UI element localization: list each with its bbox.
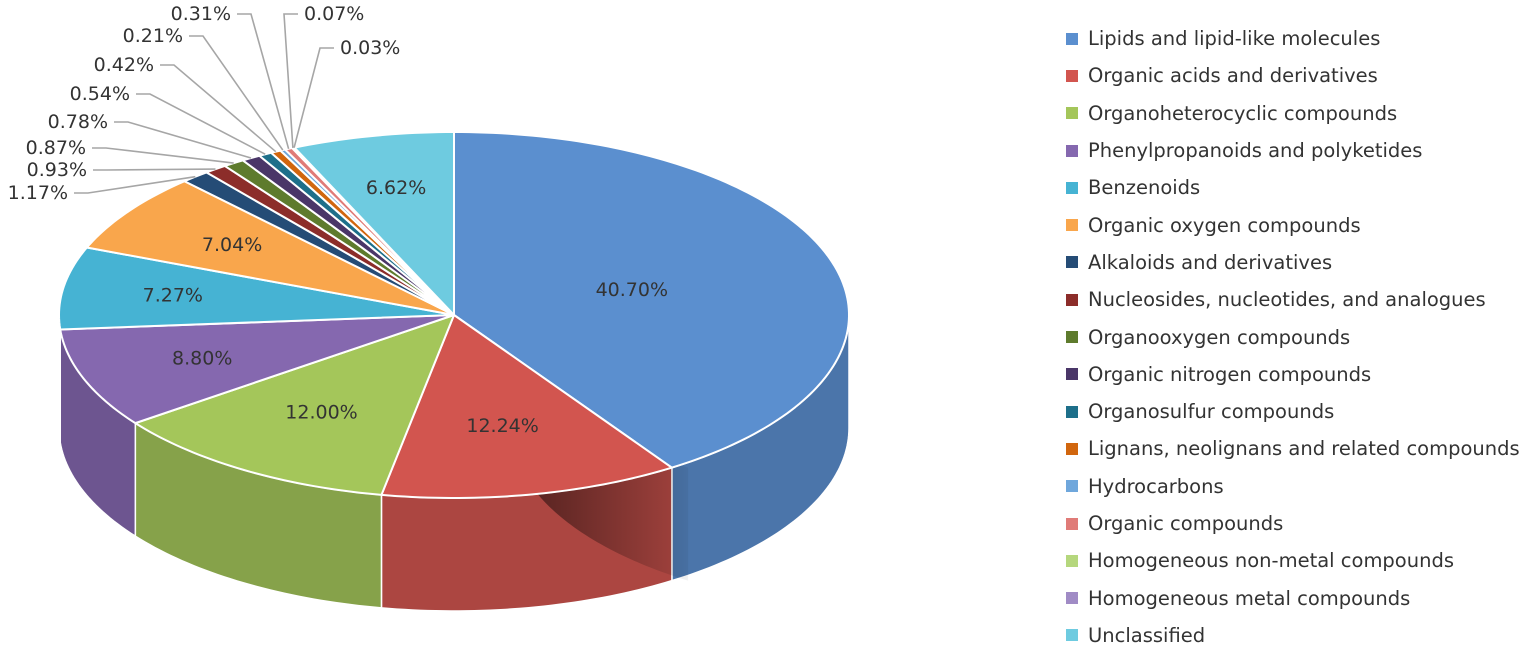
legend-swatch	[1066, 144, 1078, 157]
legend-label: Organic acids and derivatives	[1088, 64, 1378, 88]
legend-item: Hydrocarbons	[1066, 468, 1536, 505]
legend-swatch	[1066, 517, 1078, 530]
leader-line-6	[74, 175, 196, 194]
leader-line-14	[283, 13, 298, 148]
data-label-14: 0.07%	[304, 3, 364, 25]
data-label-10: 0.54%	[70, 83, 130, 105]
leader-line-15	[293, 47, 334, 148]
legend-item: Homogeneous non-metal compounds	[1066, 542, 1536, 579]
data-label-13: 0.31%	[171, 3, 231, 25]
data-label-6: 1.17%	[8, 182, 68, 204]
legend-swatch	[1066, 554, 1078, 567]
legend-item: Organoheterocyclic compounds	[1066, 95, 1536, 132]
data-label-2: 12.00%	[285, 402, 357, 424]
legend-item: Benzenoids	[1066, 169, 1536, 206]
leader-line-13	[237, 13, 290, 150]
legend-swatch	[1066, 293, 1078, 306]
pie-side-4	[58, 314, 61, 443]
legend-swatch	[1066, 69, 1078, 82]
legend-label: Nucleosides, nucleotides, and analogues	[1088, 288, 1486, 312]
legend-label: Phenylpropanoids and polyketides	[1088, 139, 1423, 163]
legend-swatch	[1066, 331, 1078, 344]
legend-item: Lignans, neolignans and related compound…	[1066, 430, 1536, 467]
legend-item: Phenylpropanoids and polyketides	[1066, 132, 1536, 169]
legend-label: Homogeneous metal compounds	[1088, 586, 1411, 610]
leader-line-8	[92, 147, 234, 164]
pie-slice-16	[293, 131, 455, 316]
legend: Lipids and lipid-like molecules Organic a…	[1066, 20, 1536, 654]
data-label-9: 0.78%	[48, 111, 108, 133]
legend-swatch	[1066, 219, 1078, 232]
legend-swatch	[1066, 181, 1078, 194]
pie-chart-plot: 40.70%12.24%12.00%8.80%7.27%7.04%1.17%0.…	[8, 3, 850, 612]
data-label-4: 7.27%	[143, 284, 203, 306]
legend-swatch	[1066, 629, 1078, 642]
legend-label: Benzenoids	[1088, 176, 1201, 200]
legend-label: Lignans, neolignans and related compound…	[1088, 437, 1520, 461]
legend-swatch	[1066, 368, 1078, 381]
legend-label: Organic compounds	[1088, 512, 1284, 535]
pie-slice-3	[59, 314, 455, 425]
legend-label: Organooxygen compounds	[1088, 325, 1351, 349]
legend-item: Organic nitrogen compounds	[1066, 356, 1536, 393]
legend-item: Unclassified	[1066, 617, 1536, 654]
data-label-7: 0.93%	[27, 159, 87, 181]
data-label-0: 40.70%	[596, 279, 668, 301]
data-label-8: 0.87%	[26, 137, 86, 159]
leader-line-9	[114, 121, 252, 159]
legend-label: Hydrocarbons	[1088, 474, 1224, 498]
legend-label: Alkaloids and derivatives	[1088, 250, 1333, 274]
leader-line-10	[136, 93, 266, 155]
legend-swatch	[1066, 480, 1078, 493]
legend-item: Organosulfur compounds	[1066, 393, 1536, 430]
legend-label: Organosulfur compounds	[1088, 400, 1335, 424]
legend-label: Unclassified	[1088, 623, 1206, 647]
leader-line-11	[160, 64, 277, 153]
legend-item: Alkaloids and derivatives	[1066, 244, 1536, 281]
pie-slice-2	[134, 314, 455, 496]
legend-item: Organooxygen compounds	[1066, 318, 1536, 355]
legend-item: Organic acids and derivatives	[1066, 57, 1536, 94]
data-label-3: 8.80%	[172, 347, 232, 369]
legend-item: Lipids and lipid-like molecules	[1066, 20, 1536, 57]
pie-slice-5	[85, 180, 455, 316]
leader-line-7	[93, 168, 216, 171]
legend-swatch	[1066, 592, 1078, 605]
legend-label: Organoheterocyclic compounds	[1088, 101, 1398, 125]
legend-swatch	[1066, 107, 1078, 120]
legend-swatch	[1066, 442, 1078, 455]
data-label-15: 0.03%	[340, 37, 400, 59]
data-label-5: 7.04%	[202, 234, 262, 256]
data-label-12: 0.21%	[123, 25, 183, 47]
legend-swatch	[1066, 32, 1078, 45]
pie-slice-4	[58, 246, 455, 331]
data-label-16: 6.62%	[366, 177, 426, 199]
legend-label: Organic nitrogen compounds	[1088, 362, 1372, 386]
legend-label: Lipids and lipid-like molecules	[1088, 27, 1381, 51]
legend-swatch	[1066, 405, 1078, 418]
data-label-11: 0.42%	[94, 54, 154, 76]
legend-item: Organic compounds	[1066, 505, 1536, 542]
legend-item: Homogeneous metal compounds	[1066, 579, 1536, 616]
legend-item: Nucleosides, nucleotides, and analogues	[1066, 281, 1536, 318]
leader-line-12	[189, 35, 284, 151]
legend-label: Organic oxygen compounds	[1088, 213, 1361, 237]
legend-item: Organic oxygen compounds	[1066, 206, 1536, 243]
pie-slice-1	[380, 314, 673, 499]
legend-label: Homogeneous non-metal compounds	[1088, 549, 1454, 573]
legend-swatch	[1066, 256, 1078, 269]
data-label-1: 12.24%	[466, 415, 538, 437]
